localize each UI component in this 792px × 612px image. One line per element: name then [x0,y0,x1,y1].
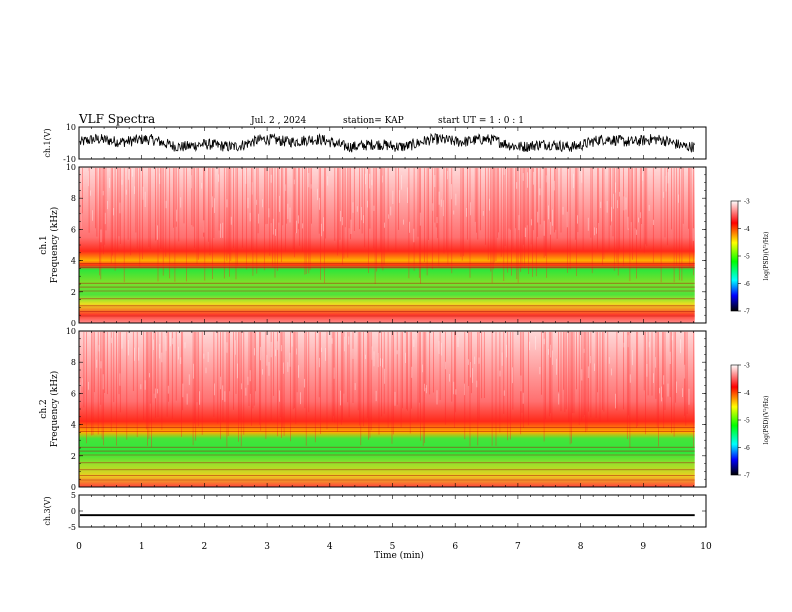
ch3-waveform-ytick-label: -5 [68,523,76,532]
ch1-spectrogram-tone-lines [79,263,695,317]
ch2-spectrogram-tone-lines [79,427,695,481]
colorbar-tick-label: -3 [744,363,750,370]
ch1-colorbar-ticks: -3 -4 -5 -6 -7 [738,199,750,316]
ch1-spectrogram-image [79,167,695,323]
ch2-spectrogram-image [79,331,695,487]
ch2-spectrogram-ylabel-frequency: Frequency (kHz) [49,371,60,448]
ch1-spectrogram-ytick-label: 8 [71,194,76,203]
ch2-colorbar-ticks: -3 -4 -5 -6 -7 [738,363,750,480]
station-label: station= KAP [343,116,404,126]
ch2-spectrogram-ytick-label: 10 [66,327,76,336]
ch3-waveform-ylabel: ch.3(V) [43,496,52,525]
ch1-spectrogram-ytick-label: 4 [71,257,76,266]
x-tick-label: 6 [452,542,458,552]
ch2-spectrogram-ytick-label: 0 [71,483,76,492]
ch2-spectrogram-ytick-label: 8 [71,358,76,367]
ch1-colorbar [730,200,739,312]
ch1-waveform-ytick-label: -10 [63,155,76,164]
ch1-waveform-line [79,133,695,153]
start-ut-label: start UT = 1 : 0 : 1 [438,116,524,126]
colorbar-tick-label: -5 [744,254,750,261]
ch1-spectrogram-ytick-label: 10 [66,163,76,172]
figure-title: VLF Spectra [78,112,155,126]
x-tick-label: 7 [515,542,521,552]
colorbar-tick-label: -6 [744,281,750,288]
ch1-spectrogram-ylabel-channel: ch.1 [39,235,49,254]
x-tick-label: 5 [390,542,396,552]
ch3-waveform-frame [78,494,707,528]
x-tick-label: 3 [264,542,270,552]
date-label: Jul. 2 , 2024 [250,116,306,126]
ch2-spectrogram-ytick-label: 4 [71,421,76,430]
ch1-waveform-ytick-label: 10 [66,123,76,132]
ch1-spectrogram-ytick-label: 0 [71,319,76,328]
ch3-waveform-trace [80,514,695,517]
ch2-colorbar-label: log(PSD)(V²/Hz) [763,396,770,445]
ch1-spectrogram-ytick-label: 6 [71,225,76,234]
ch2-spectrogram-gaps [79,333,690,409]
x-tick-label: 1 [139,542,145,552]
ch2-spectrogram-ylabel-channel: ch.2 [39,399,49,418]
colorbar-tick-label: -7 [744,473,750,480]
x-tick-label: 9 [640,542,646,552]
ch3-waveform-ytick-label: 5 [71,491,76,500]
ch2-spectrogram-streaks [83,332,694,448]
x-axis-label: Time (min) [374,550,424,561]
ch2-spectrogram-ytick-label: 2 [71,452,76,461]
x-tick-label: 8 [578,542,584,552]
colorbar-tick-label: -4 [744,226,750,233]
ch1-spectrogram-ylabel-frequency: Frequency (kHz) [49,207,60,284]
ch1-spectrogram-ytick-label: 2 [71,288,76,297]
ch2-colorbar [730,364,739,476]
ch3-waveform-band [80,514,695,517]
colorbar-tick-label: -4 [744,390,750,397]
colorbar-tick-label: -6 [744,445,750,452]
x-tick-label: 4 [327,542,333,552]
x-tick-label: 2 [202,542,208,552]
x-tick-label: 0 [76,542,82,552]
x-tick-label: 10 [700,542,712,552]
ch2-spectrogram-ytick-label: 6 [71,389,76,398]
ch1-waveform-ylabel: ch.1(V) [43,128,52,157]
colorbar-tick-label: -5 [744,418,750,425]
ch3-waveform-ytick-label: 0 [71,507,76,516]
colorbar-tick-label: -7 [744,309,750,316]
ch1-waveform-trace [79,133,695,153]
ch1-spectrogram-gaps [81,168,694,243]
ch2-spectrogram-fill [79,331,695,487]
colorbar-tick-label: -3 [744,199,750,206]
ch1-colorbar-label: log(PSD)(V²/Hz) [763,232,770,281]
